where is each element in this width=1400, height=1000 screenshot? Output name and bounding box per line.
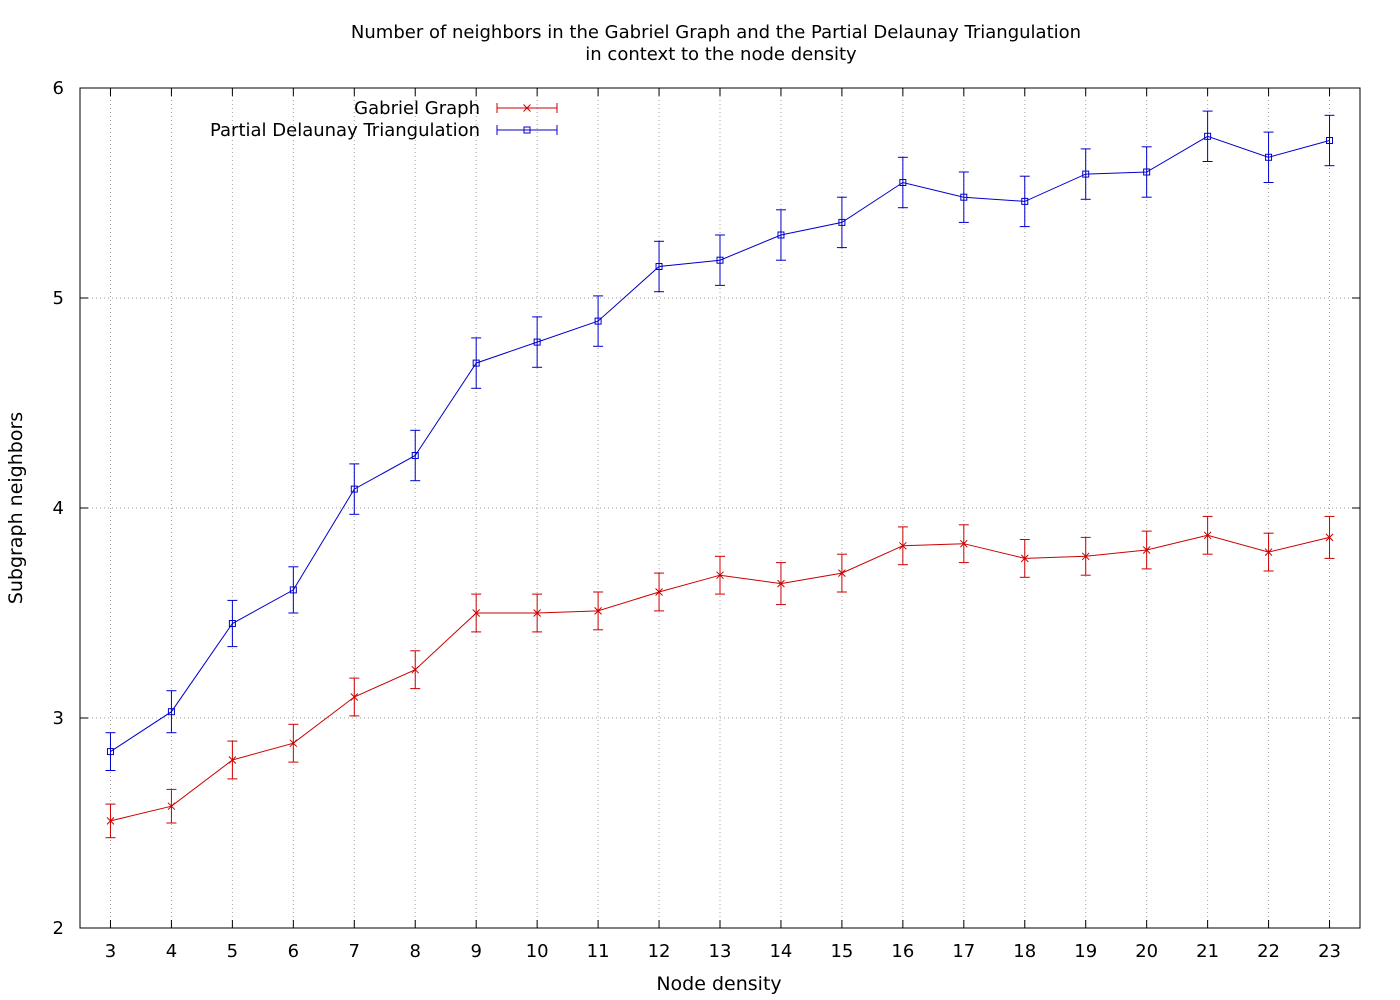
legend-sample-gabriel (496, 103, 558, 113)
data-point-pdt (960, 193, 968, 201)
data-point-gabriel (716, 571, 724, 580)
legend-label-gabriel: Gabriel Graph (354, 98, 480, 119)
x-tick-label: 14 (769, 941, 792, 962)
data-point-pdt (594, 317, 602, 325)
x-tick-label: 23 (1318, 941, 1341, 962)
data-point-pdt (106, 748, 114, 756)
x-tick-label: 22 (1257, 941, 1280, 962)
x-tick-label: 16 (891, 941, 914, 962)
data-point-gabriel (838, 569, 846, 577)
x-tick-label: 10 (526, 941, 549, 962)
x-tick-label: 5 (227, 941, 238, 962)
series-pdt (105, 110, 1335, 771)
data-point-gabriel (533, 609, 541, 617)
plot-frame (79, 87, 1361, 929)
x-tick-label: 12 (648, 941, 671, 962)
data-point-gabriel (1020, 554, 1029, 563)
data-point-pdt (167, 708, 175, 716)
data-point-pdt (777, 231, 785, 239)
data-point-pdt (716, 256, 724, 264)
chart-title-line-1: Number of neighbors in the Gabriel Graph… (351, 22, 1081, 43)
data-point-gabriel (1203, 531, 1212, 540)
y-tick-label: 4 (53, 498, 64, 519)
data-point-gabriel (777, 579, 785, 588)
x-tick-label: 11 (587, 941, 610, 962)
x-tick-label: 15 (830, 941, 853, 962)
data-point-gabriel (1264, 548, 1273, 556)
x-tick-label: 20 (1135, 941, 1158, 962)
data-point-pdt (533, 338, 541, 346)
data-point-gabriel (959, 539, 968, 548)
x-tick-label: 18 (1013, 941, 1036, 962)
data-point-gabriel (899, 541, 907, 550)
data-point-pdt (350, 485, 358, 493)
data-point-pdt (1021, 197, 1029, 205)
data-point-pdt (472, 359, 480, 367)
data-point-pdt (1326, 137, 1334, 144)
data-point-gabriel (411, 665, 420, 674)
data-point-gabriel (1325, 533, 1334, 542)
x-tick-label: 21 (1196, 941, 1219, 962)
data-point-gabriel (655, 588, 663, 596)
data-point-pdt (1265, 153, 1273, 161)
legend-sample-pdt (496, 125, 558, 135)
x-tick-label: 8 (410, 941, 421, 962)
y-tick-label: 2 (53, 918, 64, 939)
data-point-pdt (838, 218, 846, 226)
x-tick-label: 4 (166, 941, 177, 962)
x-tick-label: 3 (105, 941, 116, 962)
y-tick-label: 3 (53, 708, 64, 729)
data-point-pdt (228, 620, 236, 627)
y-tick-label: 5 (53, 288, 64, 309)
data-point-gabriel (594, 607, 602, 615)
data-point-gabriel (1081, 552, 1090, 561)
data-point-pdt (411, 452, 419, 459)
legend-label-pdt: Partial Delaunay Triangulation (210, 120, 480, 141)
data-point-pdt (1082, 170, 1090, 178)
legend-marker-gabriel (523, 104, 531, 112)
y-axis-label: Subgraph neighbors (5, 412, 27, 604)
legend-marker-pdt (523, 126, 531, 134)
x-tick-label: 19 (1074, 941, 1097, 962)
data-point-pdt (1143, 168, 1151, 176)
legend: Gabriel Graph Partial Delaunay Triangula… (210, 98, 558, 141)
data-point-gabriel (1142, 546, 1151, 554)
series-gabriel (105, 515, 1335, 839)
series-group (105, 110, 1335, 839)
data-point-gabriel (106, 817, 115, 825)
data-point-gabriel (350, 693, 359, 701)
data-point-gabriel (228, 756, 237, 764)
data-point-gabriel (289, 739, 298, 748)
x-tick-label: 17 (952, 941, 975, 962)
data-point-gabriel (472, 609, 481, 617)
x-tick-label: 9 (470, 941, 481, 962)
x-axis-label: Node density (656, 973, 781, 995)
data-point-pdt (289, 586, 297, 594)
data-point-pdt (1204, 132, 1212, 140)
x-tick-label: 13 (709, 941, 732, 962)
x-tick-label: 7 (349, 941, 360, 962)
data-point-pdt (899, 179, 907, 186)
y-tick-label: 6 (53, 78, 64, 99)
x-tick-label: 6 (288, 941, 299, 962)
chart-title-line-2: in context to the node density (585, 44, 857, 65)
data-point-gabriel (167, 802, 176, 811)
data-point-pdt (655, 263, 663, 270)
